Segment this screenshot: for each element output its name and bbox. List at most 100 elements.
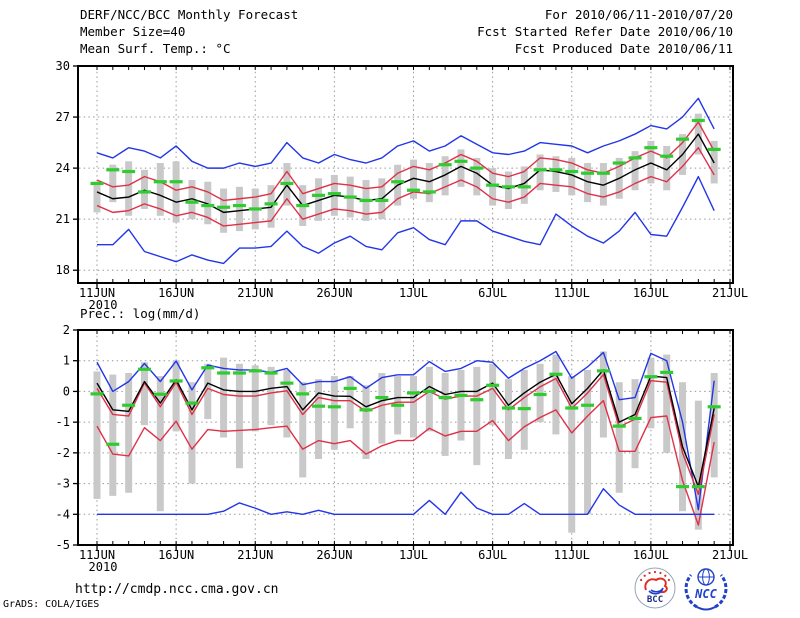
ensemble-lower-line bbox=[96, 146, 715, 227]
x-tick-label: 26JUN bbox=[316, 286, 352, 300]
y-tick-label: 2 bbox=[63, 323, 70, 337]
ensemble-mean-line bbox=[96, 369, 715, 488]
spread-bar bbox=[362, 385, 370, 459]
spread-bar bbox=[489, 168, 497, 206]
bcc-rim-dot bbox=[664, 574, 667, 577]
spread-bar bbox=[552, 156, 560, 192]
spread-bar bbox=[615, 382, 623, 493]
spread-bar bbox=[584, 163, 592, 203]
y-tick-label: -1 bbox=[56, 415, 70, 429]
spread-bar bbox=[220, 188, 228, 233]
spread-bar bbox=[536, 154, 544, 191]
x-tick-label: 16JUL bbox=[633, 548, 669, 562]
x-tick-label: 11JUN bbox=[79, 286, 115, 300]
ensemble-min-line bbox=[97, 175, 715, 265]
plot-frame bbox=[77, 329, 734, 546]
spread-bar bbox=[125, 161, 133, 216]
y-tick-label: -5 bbox=[56, 538, 70, 552]
spread-bar bbox=[441, 156, 449, 196]
x-year-label: 2010 bbox=[89, 560, 118, 574]
x-tick-label: 1JUL bbox=[399, 286, 428, 300]
spread-bar bbox=[520, 166, 528, 204]
spread-bar bbox=[710, 373, 718, 478]
spread-bar bbox=[125, 373, 133, 493]
x-tick-label: 11JUL bbox=[554, 286, 590, 300]
ncc-wreath-right bbox=[714, 574, 728, 609]
spread-bar bbox=[552, 354, 560, 435]
y-tick-label: 21 bbox=[56, 212, 70, 226]
spread-bar bbox=[694, 400, 702, 530]
spread-bar bbox=[410, 376, 417, 438]
x-tick-label: 21JUN bbox=[237, 286, 273, 300]
grads-credit: GrADS: COLA/IGES bbox=[3, 599, 100, 610]
x-tick-label: 11JUN bbox=[79, 548, 115, 562]
temperature-chart: 18 21 24 27 30 11JUN 16JUN 21JUN 26JUN 1JUL 6JUL 11… bbox=[56, 59, 749, 312]
page-title: DERF/NCC/BCC Monthly Forecast bbox=[80, 7, 299, 22]
bcc-rim-dot bbox=[643, 574, 646, 577]
spread-bar bbox=[504, 379, 512, 459]
spread-bar bbox=[425, 366, 433, 432]
spread-bar bbox=[140, 169, 148, 209]
spread-bar bbox=[631, 151, 639, 191]
bcc-logo: BCC bbox=[634, 567, 676, 609]
member-size-label: Member Size=40 bbox=[80, 24, 186, 39]
spread-bar bbox=[315, 379, 323, 459]
y-tick-label: 27 bbox=[56, 110, 70, 124]
spread-bar bbox=[315, 178, 323, 221]
spread-bar bbox=[441, 373, 449, 456]
observation-markers bbox=[90, 366, 721, 489]
refer-date-label: Fcst Started Refer Date 2010/06/10 bbox=[477, 24, 733, 39]
x-tick-label: 1JUL bbox=[399, 548, 428, 562]
spread-bar bbox=[172, 360, 180, 432]
ensemble-upper-line bbox=[96, 373, 715, 496]
spread-bar bbox=[599, 163, 607, 206]
y-tick-label: -3 bbox=[56, 477, 70, 491]
bcc-rim-dot bbox=[659, 571, 662, 575]
bcc-rim-dot bbox=[640, 578, 643, 582]
y-tick-label: 24 bbox=[56, 161, 70, 175]
spread-bar bbox=[457, 369, 465, 441]
spread-bar bbox=[188, 382, 196, 484]
source-url: http://cmdp.ncc.cma.gov.cn bbox=[75, 582, 279, 597]
x-tick-label: 16JUN bbox=[158, 286, 194, 300]
spread-bar bbox=[346, 376, 354, 429]
x-tick-label: 6JUL bbox=[478, 286, 507, 300]
spread-bar bbox=[410, 159, 417, 199]
ncc-logo: NCC bbox=[684, 568, 728, 611]
spread-bar bbox=[251, 365, 259, 432]
ensemble-upper-line bbox=[96, 121, 715, 202]
spread-bar bbox=[109, 164, 117, 203]
x-tick-label: 26JUN bbox=[316, 548, 352, 562]
x-tick-label: 21JUN bbox=[237, 548, 273, 562]
spread-bar bbox=[220, 357, 228, 438]
bcc-swirl-icon bbox=[648, 587, 664, 595]
spread-bar bbox=[378, 373, 386, 444]
spread-bar bbox=[140, 362, 148, 426]
spread-bars bbox=[93, 113, 718, 233]
spread-bar bbox=[172, 161, 180, 223]
spread-bar bbox=[489, 363, 497, 426]
spread-bar bbox=[235, 186, 243, 232]
spread-bar bbox=[109, 374, 117, 496]
spread-bar bbox=[267, 366, 275, 426]
y-tick-label: 0 bbox=[63, 384, 70, 398]
spread-bar bbox=[235, 363, 243, 469]
ensemble-min-line bbox=[97, 488, 715, 515]
spread-bar bbox=[473, 366, 481, 466]
bcc-rim-dot bbox=[653, 570, 657, 574]
forecast-range-label: For 2010/06/11-2010/07/20 bbox=[544, 7, 733, 22]
spread-bar bbox=[93, 371, 101, 499]
spread-bar bbox=[299, 382, 307, 478]
y-tick-label: -4 bbox=[56, 507, 70, 521]
ensemble-max-line bbox=[96, 97, 715, 169]
spread-bar bbox=[330, 376, 338, 450]
spread-bar bbox=[473, 157, 481, 196]
x-tick-label: 21JUL bbox=[712, 548, 748, 562]
ncc-wreath-bottom bbox=[696, 606, 716, 611]
spread-bar bbox=[204, 363, 212, 420]
y-tick-label: 30 bbox=[56, 59, 70, 73]
spread-bar bbox=[599, 351, 607, 438]
spread-bar bbox=[568, 157, 576, 196]
